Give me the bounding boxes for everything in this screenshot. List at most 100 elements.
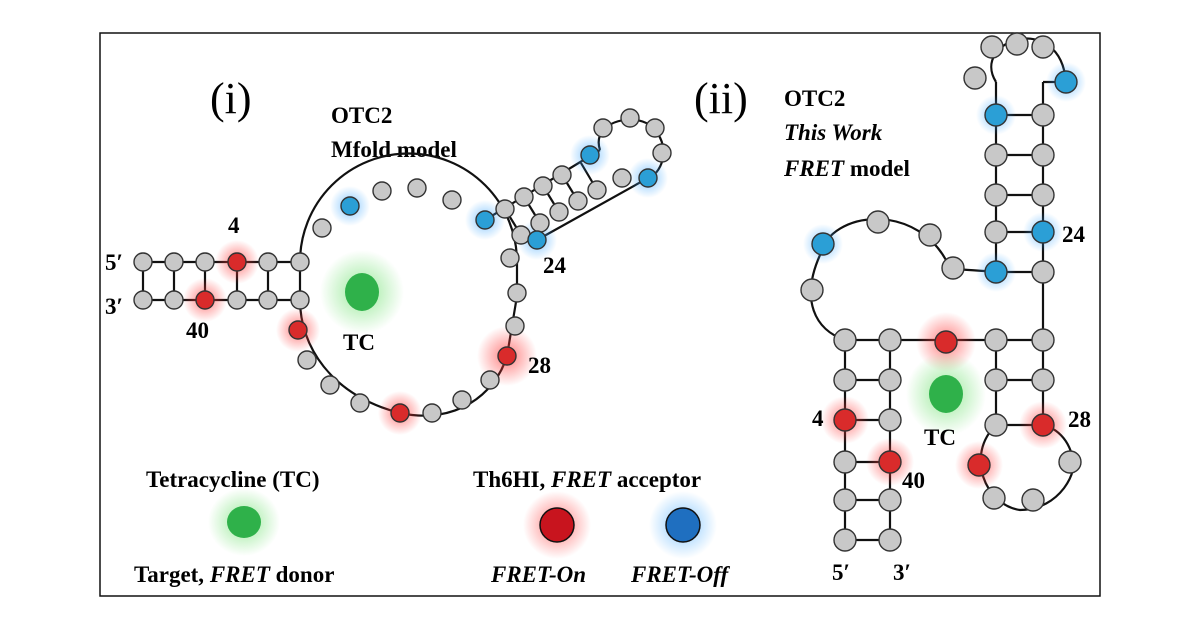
- nucleotide: [495, 199, 515, 219]
- nucleotide: [982, 486, 1006, 510]
- nucleotide: [980, 35, 1004, 59]
- panel-ii-label-5prime: 5′: [832, 560, 850, 585]
- nucleotide: [878, 488, 902, 512]
- nucleotide: [507, 283, 527, 303]
- panel-i-label-24: 24: [543, 253, 567, 278]
- nucleotide: [290, 252, 310, 272]
- nucleotide: [1058, 450, 1082, 474]
- nucleotide: [290, 290, 310, 310]
- nucleotide: [593, 118, 613, 138]
- panel-ii: (ii) OTC2 This Work FRET model: [694, 32, 1091, 585]
- fret-off-nucleotide: [984, 103, 1008, 127]
- fret-on-nucleotide-28: [497, 346, 517, 366]
- nucleotide: [350, 393, 370, 413]
- nucleotide: [984, 220, 1008, 244]
- nucleotide: [552, 165, 572, 185]
- nucleotide: [505, 316, 525, 336]
- legend-fret-on-marker: [539, 507, 575, 543]
- nucleotide: [612, 168, 632, 188]
- legend-tc-marker: [227, 506, 261, 538]
- nucleotide: [587, 180, 607, 200]
- nucleotide: [227, 290, 247, 310]
- nucleotide: [1031, 368, 1055, 392]
- nucleotide: [878, 408, 902, 432]
- nucleotide: [984, 143, 1008, 167]
- nucleotide: [533, 176, 553, 196]
- panel-i-tag: (i): [210, 74, 252, 123]
- panel-i-title: OTC2: [331, 103, 392, 128]
- legend-acceptor-a: Th6HI,: [473, 467, 551, 492]
- nucleotide: [312, 218, 332, 238]
- fret-on-nucleotide: [390, 403, 410, 423]
- panel-i-label-5prime: 5′: [105, 250, 123, 275]
- nucleotide: [833, 368, 857, 392]
- legend-tc-title: Tetracycline (TC): [146, 467, 320, 492]
- nucleotide: [133, 290, 153, 310]
- fret-off-nucleotide-24: [527, 230, 547, 250]
- nucleotide: [195, 252, 215, 272]
- nucleotide: [645, 118, 665, 138]
- panel-ii-label-4: 4: [812, 406, 824, 431]
- legend-tc-caption: Target, FRET donor: [134, 562, 334, 587]
- panel-i-label-3prime: 3′: [105, 294, 123, 319]
- nucleotide: [164, 252, 184, 272]
- tc-target-marker: [929, 375, 963, 413]
- nucleotide: [258, 252, 278, 272]
- nucleotide: [549, 202, 569, 222]
- nucleotide: [407, 178, 427, 198]
- fret-off-nucleotide: [984, 260, 1008, 284]
- fret-on-nucleotide: [288, 320, 308, 340]
- legend-fret-off-label: FRET-Off: [630, 562, 730, 587]
- panel-i-label-4: 4: [228, 213, 240, 238]
- fret-off-nucleotide: [580, 145, 600, 165]
- nucleotide: [1031, 103, 1055, 127]
- nucleotide: [833, 528, 857, 552]
- nucleotide: [568, 191, 588, 211]
- legend-fret-off-marker: [665, 507, 701, 543]
- legend-tc-caption-a: Target,: [134, 562, 210, 587]
- fret-off-nucleotide: [811, 232, 835, 256]
- fret-on-nucleotide: [967, 453, 991, 477]
- nucleotide: [833, 488, 857, 512]
- nucleotide: [941, 256, 965, 280]
- fret-on-nucleotide-40: [878, 450, 902, 474]
- nucleotide: [866, 210, 890, 234]
- tc-target-marker: [345, 273, 379, 311]
- legend-tc-caption-fret: FRET: [209, 562, 271, 587]
- fret-off-nucleotide-24: [1031, 220, 1055, 244]
- nucleotide: [1031, 143, 1055, 167]
- nucleotide: [372, 181, 392, 201]
- nucleotide: [1031, 35, 1055, 59]
- legend-acceptor-title: Th6HI, FRET acceptor: [473, 467, 701, 492]
- nucleotide: [878, 528, 902, 552]
- legend-acceptor-c: acceptor: [611, 467, 701, 492]
- panel-i: (i) OTC2 Mfold model: [105, 74, 672, 435]
- nucleotide: [1031, 328, 1055, 352]
- fret-off-nucleotide: [1054, 70, 1078, 94]
- nucleotide: [511, 225, 531, 245]
- nucleotide: [164, 290, 184, 310]
- nucleotide: [442, 190, 462, 210]
- nucleotide: [620, 108, 640, 128]
- legend-fret-on-label: FRET-On: [490, 562, 586, 587]
- panel-i-tc-label: TC: [343, 330, 375, 355]
- panel-ii-tag: (ii): [694, 74, 748, 123]
- nucleotide: [500, 248, 520, 268]
- legend-tc-caption-c: donor: [270, 562, 335, 587]
- panel-ii-title: OTC2: [784, 86, 845, 111]
- fret-on-nucleotide-28: [1031, 413, 1055, 437]
- panel-ii-subtitle: This Work: [784, 120, 883, 145]
- nucleotide: [984, 328, 1008, 352]
- nucleotide: [133, 252, 153, 272]
- nucleotide: [878, 368, 902, 392]
- nucleotide: [1031, 260, 1055, 284]
- nucleotide: [480, 370, 500, 390]
- panel-ii-label-24: 24: [1062, 222, 1086, 247]
- nucleotide: [984, 183, 1008, 207]
- nucleotide: [878, 328, 902, 352]
- nucleotide: [984, 413, 1008, 437]
- panel-ii-fret-word: FRET: [783, 156, 845, 181]
- nucleotide: [833, 450, 857, 474]
- nucleotide: [984, 368, 1008, 392]
- panel-ii-label-3prime: 3′: [893, 560, 911, 585]
